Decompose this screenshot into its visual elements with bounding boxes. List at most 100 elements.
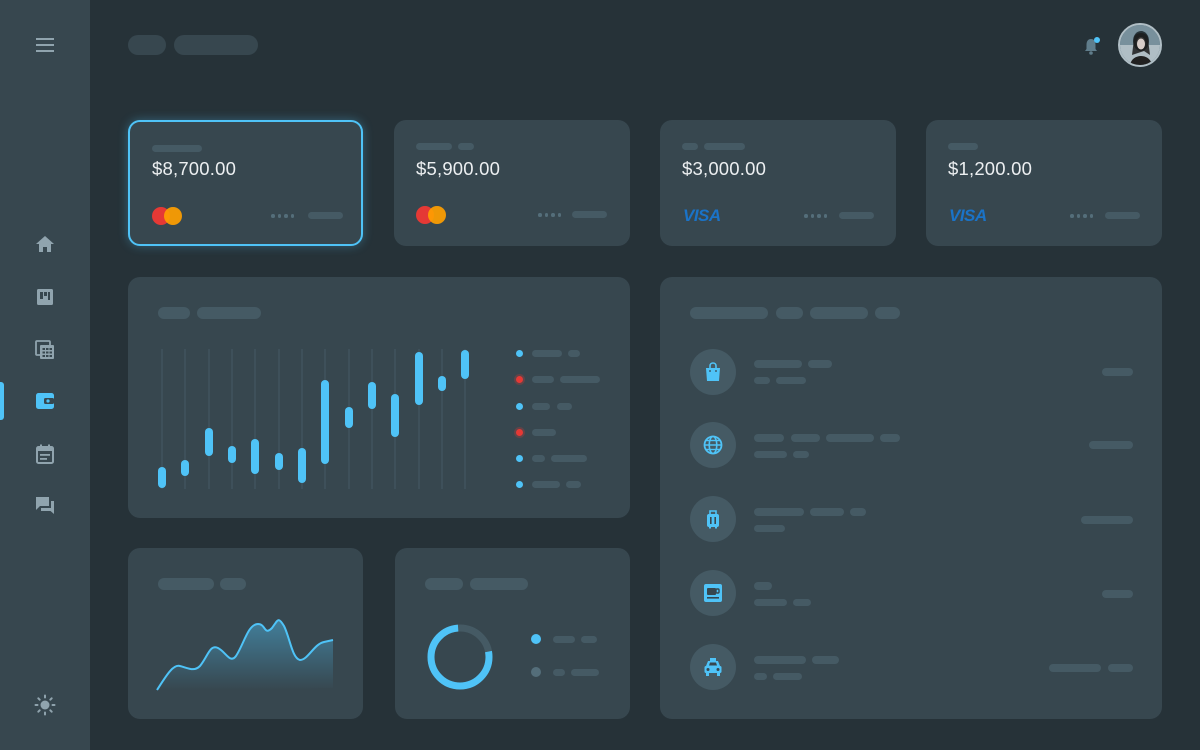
- panel-title-placeholder: [470, 578, 528, 590]
- donut-segment: [427, 624, 493, 690]
- coffee-icon: [690, 570, 736, 616]
- brightness-icon[interactable]: [33, 693, 57, 717]
- card-label-placeholder: [682, 143, 698, 150]
- page-title-placeholder: [174, 35, 258, 55]
- card-amount: $1,200.00: [948, 158, 1033, 179]
- row-title-placeholder: [754, 582, 772, 590]
- candle: [298, 448, 306, 483]
- card-label-placeholder: [152, 145, 202, 152]
- card-4[interactable]: $1,200.00 VISA: [926, 120, 1162, 246]
- row-title-placeholder: [754, 360, 802, 368]
- candle: [228, 446, 236, 463]
- card-label-placeholder: [458, 143, 474, 150]
- row-subtitle-placeholder: [793, 599, 811, 606]
- legend-label-placeholder: [568, 350, 580, 357]
- candle: [251, 439, 259, 474]
- panel-title-placeholder: [875, 307, 900, 319]
- card-label-placeholder: [704, 143, 745, 150]
- card-number-placeholder: [1105, 212, 1140, 219]
- donut-panel: [395, 548, 630, 719]
- card-number-placeholder: [839, 212, 874, 219]
- row-amount-placeholder: [1081, 516, 1133, 524]
- breadcrumb-placeholder: [128, 35, 166, 55]
- notification-bell-icon[interactable]: [1082, 36, 1102, 56]
- avatar[interactable]: [1118, 23, 1162, 67]
- donut-chart: [427, 624, 493, 690]
- legend-label-placeholder: [532, 403, 550, 410]
- transactions-panel: [660, 277, 1162, 719]
- legend-label-placeholder: [532, 350, 562, 357]
- legend-label-placeholder: [560, 376, 600, 383]
- candle: [321, 380, 329, 464]
- luggage-icon: [690, 496, 736, 542]
- row-amount-placeholder: [1108, 664, 1133, 672]
- panel-title-placeholder: [690, 307, 768, 319]
- candlestick-chart: [158, 349, 469, 489]
- legend-label-placeholder: [551, 455, 587, 462]
- area-chart: [156, 619, 334, 691]
- row-subtitle-placeholder: [773, 673, 802, 680]
- row-title-placeholder: [808, 360, 832, 368]
- candlestick-panel: [128, 277, 630, 518]
- menu-icon[interactable]: [33, 33, 57, 57]
- visa-logo: VISA: [949, 206, 987, 225]
- card-2[interactable]: $5,900.00: [394, 120, 630, 246]
- legend-dot: [531, 634, 541, 644]
- row-subtitle-placeholder: [754, 599, 787, 606]
- candle: [181, 460, 189, 476]
- legend-dot: [516, 429, 523, 436]
- home-icon[interactable]: [33, 232, 57, 256]
- legend-label-placeholder: [532, 455, 545, 462]
- row-title-placeholder: [850, 508, 866, 516]
- panel-title-placeholder: [220, 578, 246, 590]
- dashboard-icon[interactable]: [33, 285, 57, 309]
- candle: [438, 376, 446, 391]
- panel-title-placeholder: [158, 307, 190, 319]
- wallet-icon[interactable]: [33, 389, 57, 413]
- row-amount-placeholder: [1102, 590, 1133, 598]
- card-amount: $5,900.00: [416, 158, 501, 179]
- legend-dot: [516, 481, 523, 488]
- legend-label-placeholder: [581, 636, 597, 643]
- candle: [158, 467, 166, 488]
- candle: [368, 382, 376, 409]
- card-number-placeholder: [308, 212, 343, 219]
- card-label-placeholder: [948, 143, 978, 150]
- card-number-masked: [1070, 214, 1093, 218]
- card-label-placeholder: [416, 143, 452, 150]
- row-subtitle-placeholder: [793, 451, 809, 458]
- active-indicator: [0, 382, 4, 420]
- taxi-icon: [690, 644, 736, 690]
- candle: [345, 407, 353, 428]
- row-subtitle-placeholder: [754, 673, 767, 680]
- panel-title-placeholder: [776, 307, 803, 319]
- chat-icon[interactable]: [33, 494, 57, 518]
- shopping-bag-icon: [690, 349, 736, 395]
- legend-label-placeholder: [553, 636, 575, 643]
- panel-title-placeholder: [197, 307, 261, 319]
- calendar-icon[interactable]: [33, 442, 57, 466]
- row-title-placeholder: [810, 508, 844, 516]
- legend-label-placeholder: [557, 403, 572, 410]
- row-title-placeholder: [791, 434, 820, 442]
- row-subtitle-placeholder: [754, 377, 770, 384]
- legend-dot: [516, 455, 523, 462]
- card-number-masked: [538, 213, 561, 217]
- candle: [205, 428, 213, 456]
- row-subtitle-placeholder: [754, 451, 787, 458]
- candle: [391, 394, 399, 437]
- mastercard-icon: [416, 206, 446, 224]
- row-title-placeholder: [826, 434, 874, 442]
- card-3[interactable]: $3,000.00 VISA: [660, 120, 896, 246]
- visa-logo: VISA: [683, 206, 721, 225]
- row-amount-placeholder: [1049, 664, 1101, 672]
- area-chart-panel: [128, 548, 363, 719]
- row-title-placeholder: [812, 656, 839, 664]
- calculator-icon[interactable]: [33, 338, 57, 362]
- row-title-placeholder: [754, 434, 784, 442]
- legend-dot: [516, 350, 523, 357]
- legend-dot: [531, 667, 541, 677]
- card-number-masked: [271, 214, 294, 218]
- card-1[interactable]: $8,700.00: [128, 120, 363, 246]
- series-line: [156, 619, 334, 691]
